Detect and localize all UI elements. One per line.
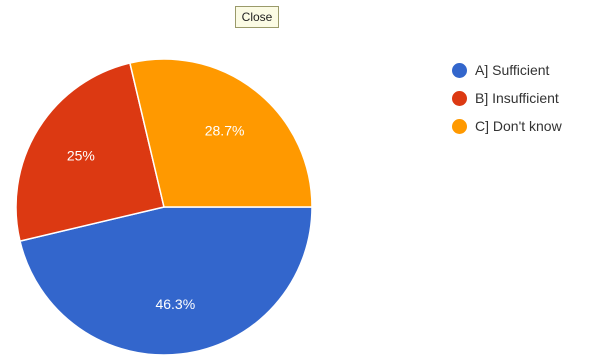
- legend-swatch-insufficient: [452, 90, 467, 106]
- legend-item-sufficient[interactable]: A] Sufficient: [452, 56, 562, 84]
- legend-label-sufficient: A] Sufficient: [475, 62, 550, 78]
- pie-slice-dont-know[interactable]: [128, 58, 313, 208]
- pie-slice-sufficient[interactable]: [19, 206, 313, 355]
- legend-label-dont-know: C] Don't know: [475, 118, 562, 134]
- close-button[interactable]: Close: [235, 6, 279, 28]
- legend: A] Sufficient B] Insufficient C] Don't k…: [452, 56, 562, 140]
- pie-slice-insufficient[interactable]: [15, 62, 165, 243]
- pie-label-dont-know: 28.7%: [205, 122, 245, 138]
- pie-label-sufficient: 46.3%: [155, 296, 195, 312]
- legend-label-insufficient: B] Insufficient: [475, 90, 559, 106]
- legend-item-dont-know[interactable]: C] Don't know: [452, 112, 562, 140]
- pie-label-insufficient: 25%: [67, 148, 95, 164]
- pie-chart: 46.3% 25% 28.7%: [15, 58, 313, 355]
- legend-item-insufficient[interactable]: B] Insufficient: [452, 84, 562, 112]
- legend-swatch-dont-know: [452, 118, 467, 134]
- legend-swatch-sufficient: [452, 62, 467, 78]
